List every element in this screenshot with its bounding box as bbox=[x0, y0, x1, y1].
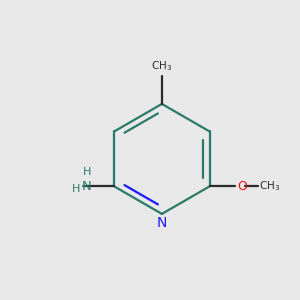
Text: O: O bbox=[237, 180, 247, 193]
Text: N: N bbox=[157, 216, 167, 230]
Text: H: H bbox=[72, 184, 81, 194]
Text: CH$_3$: CH$_3$ bbox=[259, 179, 280, 193]
Text: H: H bbox=[82, 167, 91, 177]
Text: CH$_3$: CH$_3$ bbox=[151, 59, 172, 73]
Text: N: N bbox=[82, 180, 92, 193]
